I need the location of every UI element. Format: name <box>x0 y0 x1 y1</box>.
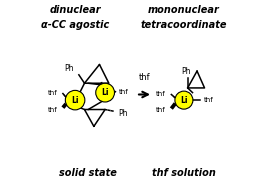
Text: thf: thf <box>156 91 166 97</box>
Text: Li: Li <box>101 88 109 97</box>
Text: Li: Li <box>71 96 79 105</box>
Text: thf: thf <box>47 107 57 112</box>
Circle shape <box>96 83 114 102</box>
Text: thf: thf <box>139 73 150 82</box>
Circle shape <box>65 90 85 110</box>
Text: α-CC agostic: α-CC agostic <box>41 20 109 30</box>
Text: Ph: Ph <box>118 109 128 118</box>
Text: Ph: Ph <box>65 64 74 73</box>
Text: solid state: solid state <box>59 168 117 178</box>
Text: Ph: Ph <box>181 67 191 76</box>
Text: Li: Li <box>180 96 188 105</box>
Circle shape <box>175 91 193 109</box>
Text: thf: thf <box>119 89 129 95</box>
Text: thf solution: thf solution <box>152 168 216 178</box>
Text: thf: thf <box>47 90 57 96</box>
Text: dinuclear: dinuclear <box>49 5 101 15</box>
Text: mononuclear: mononuclear <box>148 5 220 15</box>
Text: thf: thf <box>204 97 213 103</box>
Text: thf: thf <box>156 108 166 113</box>
Text: tetracoordinate: tetracoordinate <box>141 20 227 30</box>
